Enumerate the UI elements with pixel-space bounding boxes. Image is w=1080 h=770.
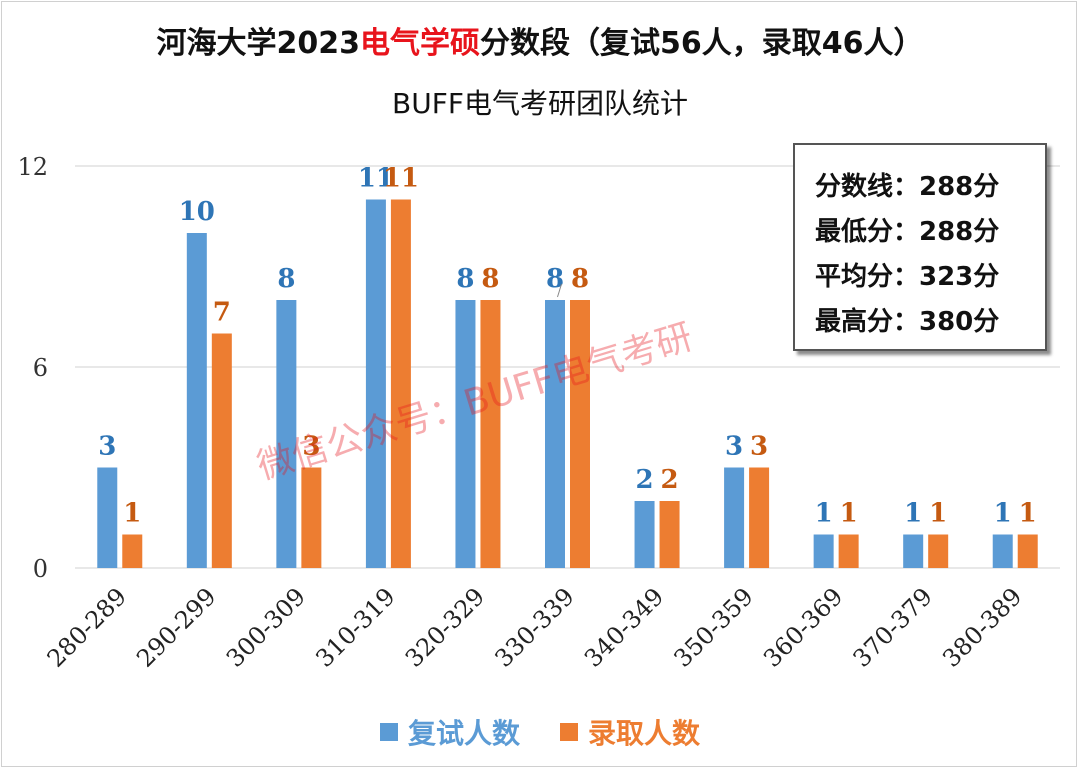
bar-admitted: [390, 199, 411, 568]
data-label-admitted: 8: [481, 264, 499, 294]
data-label-admitted: 1: [1019, 499, 1037, 529]
title-suffix: 分数段（复试56人，录取46人）: [480, 26, 924, 61]
bar-admitted: [749, 467, 770, 568]
bar-admitted: [1017, 534, 1038, 568]
x-tick-label: 360-369: [758, 582, 848, 672]
label-leader-line: [557, 283, 562, 298]
bar-retest: [903, 534, 924, 568]
x-tick-label: 290-299: [131, 582, 221, 672]
y-tick-label: 6: [33, 354, 48, 382]
bar-retest: [455, 300, 476, 568]
data-label-retest: 1: [994, 499, 1012, 529]
bar-admitted: [659, 501, 680, 568]
data-label-admitted: 11: [383, 164, 419, 194]
data-label-admitted: 1: [929, 499, 947, 529]
legend-label-admitted: 录取人数: [588, 717, 701, 750]
bar-admitted: [928, 534, 949, 568]
data-label-retest: 8: [277, 264, 295, 294]
data-label-retest: 3: [725, 432, 743, 462]
x-tick-label: 300-309: [221, 582, 311, 672]
x-tick-label: 280-289: [42, 582, 132, 672]
title-prefix: 河海大学2023: [156, 26, 361, 61]
y-tick-label: 0: [33, 555, 48, 583]
bar-retest: [97, 467, 118, 568]
bar-retest: [724, 467, 745, 568]
bar-admitted: [838, 534, 859, 568]
data-label-retest: 11: [358, 164, 394, 194]
bar-admitted: [480, 300, 501, 568]
bar-admitted: [570, 300, 590, 568]
bar-retest: [276, 300, 297, 568]
bar-retest: [992, 534, 1013, 568]
data-label-admitted: 3: [302, 432, 320, 462]
stat-cutoff: 分数线：288分: [815, 172, 1000, 202]
bar-retest: [813, 534, 834, 568]
data-label-admitted: 7: [213, 298, 231, 328]
bar-retest: [634, 501, 655, 568]
data-label-retest: 10: [179, 197, 215, 227]
data-label-retest: 8: [456, 264, 474, 294]
x-tick-label: 370-379: [848, 582, 938, 672]
legend-label-retest: 复试人数: [407, 717, 520, 750]
legend: 复试人数 录取人数: [0, 712, 1080, 752]
bar-retest: [186, 233, 207, 568]
legend-item-retest: 复试人数: [379, 712, 520, 752]
stat-max: 最高分：380分: [815, 307, 1000, 337]
bar-retest: [365, 199, 386, 568]
x-tick-label: 350-359: [669, 582, 759, 672]
x-tick-label: 340-349: [579, 582, 669, 672]
legend-swatch-admitted: [560, 723, 578, 741]
data-label-retest: 3: [98, 432, 116, 462]
data-label-retest: 1: [904, 499, 922, 529]
chart-title: 河海大学2023电气学硕分数段（复试56人，录取46人）: [0, 18, 1080, 62]
x-tick-label: 320-329: [400, 582, 490, 672]
chart-subtitle: BUFF电气考研团队统计: [392, 87, 688, 120]
stat-avg: 平均分：323分: [815, 262, 1000, 292]
data-label-admitted: 3: [750, 432, 768, 462]
data-label-admitted: 2: [660, 465, 678, 495]
bar-admitted: [122, 534, 143, 568]
data-label-admitted: 1: [840, 499, 858, 529]
bar-retest: [545, 300, 565, 568]
bar-admitted: [211, 333, 232, 568]
stat-min: 最低分：288分: [815, 217, 1000, 247]
legend-swatch-retest: [379, 723, 398, 741]
data-label-admitted: 1: [123, 499, 141, 529]
title-highlight: 电气学硕: [360, 26, 480, 61]
x-tick-label: 380-389: [937, 582, 1027, 672]
bar-admitted: [301, 467, 322, 568]
y-tick-label: 12: [17, 153, 48, 181]
stats-box: 分数线：288分 最低分：288分 平均分：323分 最高分：380分: [793, 143, 1047, 351]
data-label-retest: 8: [546, 264, 564, 294]
x-tick-label: 330-339: [489, 582, 579, 672]
x-tick-label: 310-319: [310, 582, 400, 672]
data-label-retest: 1: [815, 499, 833, 529]
data-label-admitted: 8: [571, 264, 589, 294]
legend-item-admitted: 录取人数: [560, 712, 700, 752]
data-label-retest: 2: [635, 465, 653, 495]
